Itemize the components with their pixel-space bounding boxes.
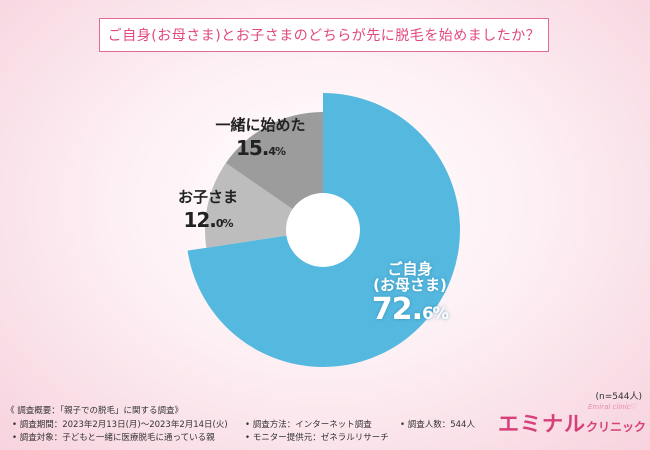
chart-title: ご自身(お母さま)とお子さまのどちらが先に脱毛を始めましたか？ <box>99 18 549 52</box>
slice-label-mother: ご自身 (お母さま) 72.6% <box>355 260 465 327</box>
survey-target: • 調査対象：子どもと一緒に医療脱毛に通っている親 <box>12 433 215 443</box>
child-percent-int: 12. <box>183 207 216 232</box>
logo-sub-text: クリニック <box>586 420 647 434</box>
sample-size-note: (n=544人) <box>595 392 642 402</box>
survey-provider: • モニター提供元：ゼネラルリサーチ <box>245 433 389 443</box>
slice-label-child: お子さま 12.0% <box>168 188 248 232</box>
slice-together <box>225 112 323 230</box>
child-percent-dec: 0% <box>215 216 234 230</box>
survey-period: • 調査期間：2023年2月13日(月)〜2023年2月14日(火) <box>12 420 228 430</box>
survey-overview: 《 調査概要：「親子での脱毛」に関する調査》 <box>6 405 183 418</box>
together-percent-int: 15. <box>235 135 269 160</box>
overview-heading: 《 調査概要：「親子での脱毛」に関する調査》 <box>6 406 183 416</box>
mother-label-line1: ご自身 <box>387 260 433 278</box>
logo-main-text: エミナル <box>498 412 586 436</box>
together-percent: 15.4% <box>208 135 313 160</box>
donut-hole <box>286 193 360 267</box>
survey-method: • 調査方法：インターネット調査 <box>245 420 372 430</box>
slice-label-together: 一緒に始めた 15.4% <box>208 116 313 160</box>
mother-percent-dec: 6% <box>422 303 449 323</box>
mother-label-line2: (お母さま) <box>373 275 447 294</box>
child-percent: 12.0% <box>168 207 248 232</box>
survey-count: • 調査人数：544人 <box>400 420 475 430</box>
together-label: 一緒に始めた <box>215 116 306 134</box>
mother-percent-int: 72. <box>371 291 423 327</box>
clinic-logo: エミナルクリニック Emiral clinic♡ <box>498 403 647 438</box>
child-label: お子さま <box>177 188 238 206</box>
mother-percent: 72.6% <box>355 291 465 327</box>
logo-tagline: Emiral clinic♡ <box>588 403 637 411</box>
together-percent-dec: 4% <box>268 144 286 158</box>
